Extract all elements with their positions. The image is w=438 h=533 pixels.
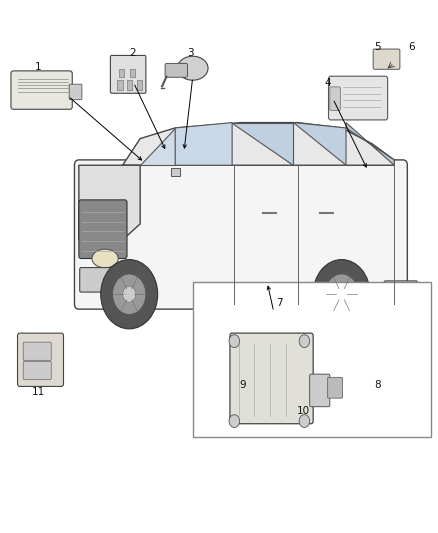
Polygon shape (123, 123, 394, 165)
Ellipse shape (92, 249, 118, 268)
Text: 1: 1 (34, 62, 41, 71)
Circle shape (101, 260, 158, 329)
Polygon shape (232, 123, 293, 165)
FancyBboxPatch shape (74, 160, 407, 309)
Text: 8: 8 (374, 380, 381, 390)
Circle shape (113, 274, 146, 314)
FancyBboxPatch shape (230, 333, 313, 424)
Bar (127, 80, 132, 90)
Text: 10: 10 (297, 407, 310, 416)
Polygon shape (171, 168, 180, 176)
FancyBboxPatch shape (330, 87, 340, 110)
FancyBboxPatch shape (110, 55, 146, 93)
Polygon shape (346, 123, 394, 165)
Circle shape (123, 286, 136, 302)
Text: 3: 3 (187, 49, 194, 58)
FancyBboxPatch shape (310, 374, 330, 407)
FancyBboxPatch shape (80, 268, 139, 292)
Text: 11: 11 (32, 387, 45, 397)
Text: 2: 2 (129, 49, 136, 58)
Text: 4: 4 (324, 78, 331, 87)
Circle shape (229, 415, 240, 427)
Polygon shape (140, 128, 175, 165)
Polygon shape (293, 123, 346, 165)
FancyBboxPatch shape (79, 200, 127, 259)
Bar (130, 69, 135, 77)
FancyBboxPatch shape (328, 76, 388, 120)
FancyBboxPatch shape (23, 361, 51, 379)
FancyBboxPatch shape (328, 377, 343, 398)
Bar (117, 80, 123, 90)
FancyBboxPatch shape (69, 84, 82, 100)
Bar (137, 80, 142, 90)
FancyBboxPatch shape (18, 333, 64, 386)
Text: 6: 6 (408, 42, 415, 52)
Ellipse shape (177, 56, 208, 80)
Circle shape (325, 274, 358, 314)
Circle shape (229, 335, 240, 348)
Circle shape (299, 335, 310, 348)
Circle shape (335, 286, 348, 302)
Circle shape (313, 260, 370, 329)
Polygon shape (79, 165, 140, 240)
FancyBboxPatch shape (165, 63, 187, 77)
Bar (119, 69, 124, 77)
Circle shape (299, 415, 310, 427)
Text: 9: 9 (240, 380, 247, 390)
Text: 5: 5 (374, 42, 381, 52)
FancyBboxPatch shape (23, 342, 51, 360)
FancyBboxPatch shape (11, 71, 72, 109)
Text: 7: 7 (276, 298, 283, 308)
Bar (193, 282, 431, 437)
FancyBboxPatch shape (384, 281, 417, 305)
FancyBboxPatch shape (373, 49, 400, 69)
Polygon shape (175, 123, 232, 165)
